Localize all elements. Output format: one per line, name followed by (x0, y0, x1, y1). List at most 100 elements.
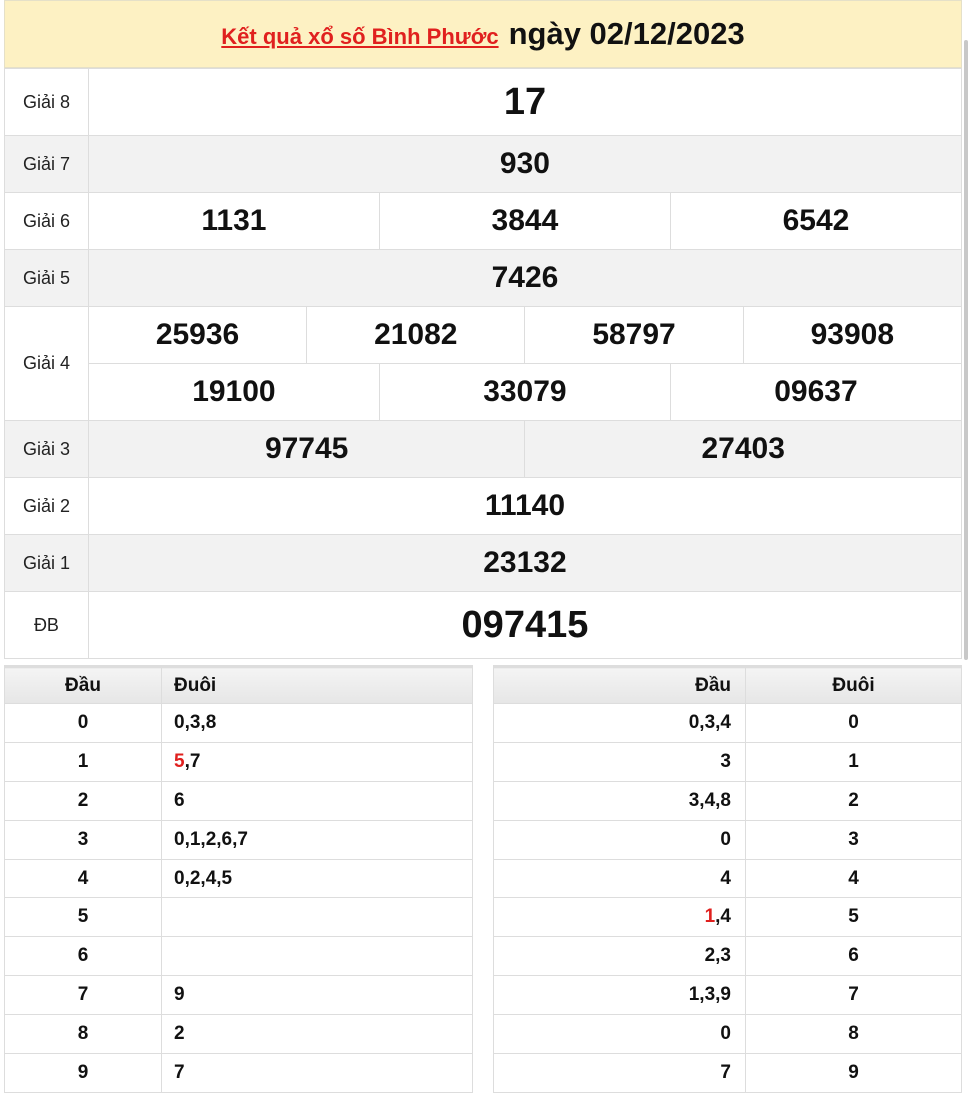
loto-values: 5,7 (161, 741, 473, 782)
loto-values: 0,2,4,5 (161, 858, 473, 899)
loto-digits: 0 (720, 1023, 731, 1045)
loto-digits: 3,4,8 (688, 789, 731, 811)
loto-digits: 0,1,2,6,7 (174, 828, 248, 850)
loto-key: 2 (4, 780, 162, 821)
loto-values: 0 (493, 819, 746, 860)
scrollbar[interactable] (962, 0, 970, 1100)
col-head-header: Đầu (4, 665, 162, 704)
loto-key: 1 (4, 741, 162, 782)
loto-row: 0 0,3,8 (4, 703, 473, 743)
province-results-link[interactable]: Kết quả xổ số Bình Phước (221, 24, 499, 49)
prize-number: 930 (87, 135, 963, 193)
prize-row: 19100 33079 09637 (5, 363, 963, 421)
loto-key: 9 (4, 1053, 162, 1093)
loto-row: 6 (4, 936, 473, 977)
prize-number: 7426 (87, 249, 963, 307)
scrollbar-thumb[interactable] (964, 40, 968, 660)
loto-key: 4 (4, 858, 162, 899)
loto-key: 2 (745, 780, 962, 821)
loto-key: 7 (4, 975, 162, 1016)
prize-table: Giải 8 17 Giải 7 930 Giải 6 1131 3844 6542 Giải … (4, 68, 963, 659)
loto-key: 6 (745, 936, 962, 977)
loto-digits: ,7 (184, 750, 201, 772)
prize-row: Giải 2 11140 (4, 477, 963, 535)
loto-values: 1,3,9 (493, 975, 746, 1016)
loto-values: 2,3 (493, 936, 746, 977)
results-panel: Kết quả xổ số Bình Phước ngày 02/12/2023… (4, 0, 963, 659)
prize-row: Giải 3 97745 27403 (4, 420, 962, 478)
loto-values (161, 936, 473, 977)
prize-row: Giải 6 1131 3844 6542 (4, 192, 963, 250)
loto-key: 0 (745, 703, 962, 743)
loto-values: 0 (493, 1014, 746, 1055)
prize-label: Giải 3 (4, 420, 89, 478)
loto-key: 9 (745, 1053, 962, 1093)
loto-values: 0,1,2,6,7 (161, 819, 473, 860)
loto-values: 0,3,8 (161, 703, 473, 743)
loto-header-row: Đầu Đuôi (4, 665, 473, 704)
prize-label: Giải 4 (4, 306, 89, 421)
prize-number: 09637 (669, 363, 963, 421)
prize-label: Giải 1 (4, 534, 89, 592)
loto-key: 5 (4, 897, 162, 938)
loto-row: 1,3,9 7 (493, 975, 962, 1016)
prize-number: 3844 (378, 192, 671, 250)
loto-row: 5 (4, 897, 473, 938)
prize-number: 33079 (378, 363, 671, 421)
prize-number: 097415 (87, 591, 963, 659)
prize-label: Giải 6 (4, 192, 89, 250)
loto-row: 1,4 5 (493, 897, 962, 938)
loto-digits: 3 (720, 750, 731, 772)
loto-key: 8 (4, 1014, 162, 1055)
prize-number: 17 (87, 68, 963, 136)
loto-digits: 0 (720, 828, 731, 850)
loto-key: 3 (745, 819, 962, 860)
loto-values: 0,3,4 (493, 703, 746, 743)
loto-key: 4 (745, 858, 962, 899)
loto-digits: 2,3 (704, 945, 731, 967)
loto-digits: 7 (720, 1061, 731, 1083)
loto-key: 0 (4, 703, 162, 743)
loto-values: 3,4,8 (493, 780, 746, 821)
prize-number: 97745 (87, 420, 526, 478)
loto-digits: 0,3,4 (688, 711, 731, 733)
loto-values: 1,4 (493, 897, 746, 938)
loto-values: 7 (493, 1053, 746, 1093)
loto-tail-table: Đầu Đuôi 0,3,4 0 3 1 3,4,8 2 0 3 4 4 1,4 5 2,3 6 1,3,9 7 0… (493, 665, 962, 1093)
prize-row: Giải 4 25936 21082 58797 93908 (4, 306, 963, 421)
prize-row: Giải 1 23132 (4, 534, 963, 592)
loto-digits: 7 (174, 1061, 185, 1083)
results-header: Kết quả xổ số Bình Phước ngày 02/12/2023 (4, 0, 962, 68)
loto-key: 8 (745, 1014, 962, 1055)
loto-digits: 6 (174, 789, 185, 811)
loto-values: 7 (161, 1053, 473, 1093)
prize-label: ĐB (4, 591, 89, 659)
loto-values (161, 897, 473, 938)
prize-number: 58797 (524, 306, 744, 364)
loto-values: 2 (161, 1014, 473, 1055)
col-tail-header: Đuôi (745, 665, 962, 704)
loto-key: 7 (745, 975, 962, 1016)
loto-digits: 9 (174, 984, 185, 1006)
loto-values: 4 (493, 858, 746, 899)
prize-number: 11140 (87, 477, 963, 535)
loto-digits: 4 (720, 867, 731, 889)
prize-row: Giải 8 17 (4, 68, 963, 136)
prize-number: 21082 (306, 306, 526, 364)
loto-digits: 0,2,4,5 (174, 867, 233, 889)
prize-label: Giải 5 (4, 249, 89, 307)
prize-row: Giải 5 7426 (4, 249, 963, 307)
prize-number: 23132 (87, 534, 963, 592)
loto-header-row: Đầu Đuôi (493, 665, 962, 704)
loto-row: 1 5,7 (4, 741, 473, 782)
loto-key: 6 (4, 936, 162, 977)
prize-number: 93908 (742, 306, 963, 364)
prize-label: Giải 2 (4, 477, 89, 535)
